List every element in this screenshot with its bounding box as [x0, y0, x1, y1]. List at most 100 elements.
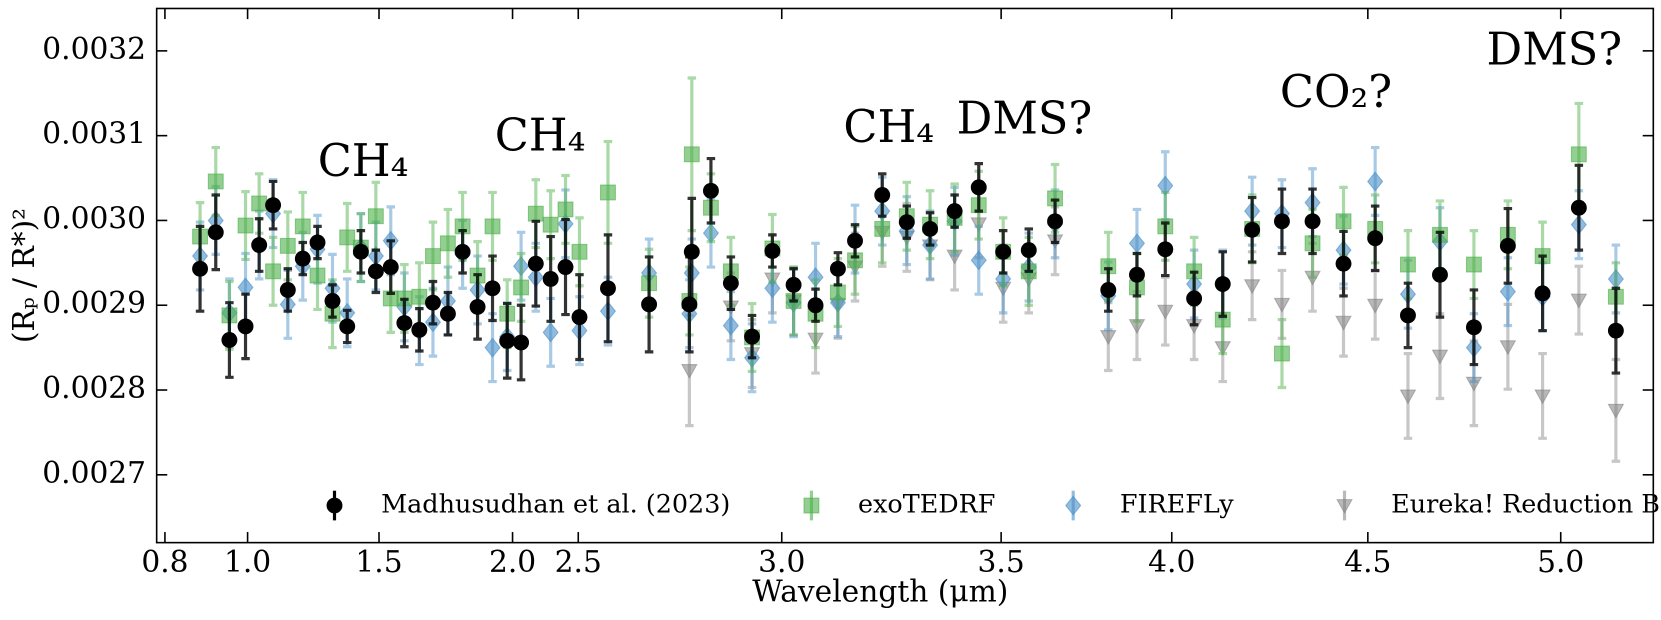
x-tick-label: 2.0 — [489, 544, 536, 579]
marker — [1570, 293, 1588, 309]
marker — [1534, 285, 1551, 302]
y-tick-label: 0.0032 — [42, 31, 146, 66]
marker — [1100, 282, 1117, 298]
marker — [785, 276, 802, 293]
marker — [1431, 349, 1449, 365]
marker — [1465, 256, 1482, 273]
marker — [1273, 297, 1291, 313]
annotation: CH₄ — [318, 136, 409, 187]
marker — [1304, 270, 1321, 286]
marker — [970, 217, 988, 233]
marker — [557, 201, 574, 218]
marker — [764, 278, 781, 299]
marker — [279, 237, 296, 254]
marker — [1020, 242, 1037, 259]
marker — [722, 275, 739, 292]
marker — [1047, 213, 1064, 230]
marker — [542, 216, 559, 233]
marker — [367, 263, 384, 280]
marker — [1214, 341, 1232, 357]
marker — [898, 214, 915, 231]
marker — [1243, 279, 1261, 295]
marker — [641, 296, 658, 313]
marker — [1274, 345, 1290, 362]
marker — [874, 187, 891, 203]
marker — [237, 217, 254, 234]
marker — [557, 259, 574, 276]
marker — [1465, 319, 1482, 336]
marker — [970, 250, 987, 271]
x-tick-label: 4.0 — [1148, 544, 1195, 579]
marker — [207, 224, 224, 241]
x-tick-label: 1.0 — [224, 544, 271, 579]
marker — [192, 260, 209, 277]
marker — [571, 309, 588, 326]
marker — [946, 249, 963, 265]
marker — [1400, 307, 1416, 324]
marker — [829, 260, 846, 277]
marker — [600, 184, 616, 201]
marker — [339, 229, 356, 246]
marker — [251, 237, 268, 253]
marker — [367, 208, 384, 225]
legend-marker — [326, 497, 343, 514]
marker — [542, 270, 559, 287]
marker — [279, 282, 296, 298]
annotation: CH₄ — [495, 110, 586, 161]
marker — [1399, 389, 1417, 405]
marker — [499, 332, 516, 349]
marker — [807, 267, 824, 288]
marker — [946, 203, 963, 220]
marker — [702, 223, 720, 244]
x-tick-label: 0.8 — [141, 544, 188, 579]
marker — [1499, 340, 1517, 356]
y-tick-label: 0.0031 — [42, 116, 146, 151]
marker — [221, 332, 238, 348]
marker — [411, 321, 428, 338]
annotation: DMS? — [1487, 24, 1623, 75]
y-tick-label: 0.0029 — [42, 285, 146, 320]
legend-marker — [1065, 495, 1082, 516]
marker — [513, 334, 530, 351]
marker — [484, 337, 501, 358]
marker — [454, 243, 471, 260]
x-tick-label: 2.5 — [555, 544, 602, 579]
marker — [513, 279, 530, 296]
y-tick-label: 0.0027 — [42, 455, 146, 490]
marker — [681, 364, 698, 380]
marker — [1128, 233, 1146, 254]
marker — [1432, 266, 1448, 283]
marker — [309, 234, 326, 251]
marker — [683, 146, 700, 163]
marker — [1607, 322, 1624, 339]
x-tick-label: 5.0 — [1537, 544, 1584, 579]
marker — [744, 328, 760, 345]
marker — [922, 220, 939, 237]
marker — [425, 248, 441, 265]
marker — [382, 259, 399, 276]
marker — [1128, 319, 1146, 335]
marker — [1367, 171, 1384, 192]
legend-marker — [1336, 499, 1353, 515]
marker — [484, 280, 501, 297]
x-tick-label: 1.5 — [355, 544, 402, 579]
marker — [1400, 256, 1416, 273]
marker — [324, 293, 341, 309]
marker — [425, 294, 441, 311]
marker — [1335, 255, 1352, 272]
marker — [702, 182, 719, 199]
marker — [1244, 221, 1261, 238]
legend-label: exoTEDRF — [858, 489, 995, 519]
marker — [874, 220, 891, 237]
x-axis-label: Wavelength (μm) — [752, 574, 1008, 609]
marker — [970, 179, 987, 196]
x-tick-label: 3.5 — [978, 544, 1025, 579]
marker — [829, 284, 846, 301]
marker — [1570, 146, 1587, 163]
marker — [1534, 389, 1551, 405]
marker — [807, 297, 824, 314]
marker — [995, 243, 1012, 260]
marker — [294, 218, 311, 235]
y-tick-label: 0.0028 — [42, 370, 146, 405]
